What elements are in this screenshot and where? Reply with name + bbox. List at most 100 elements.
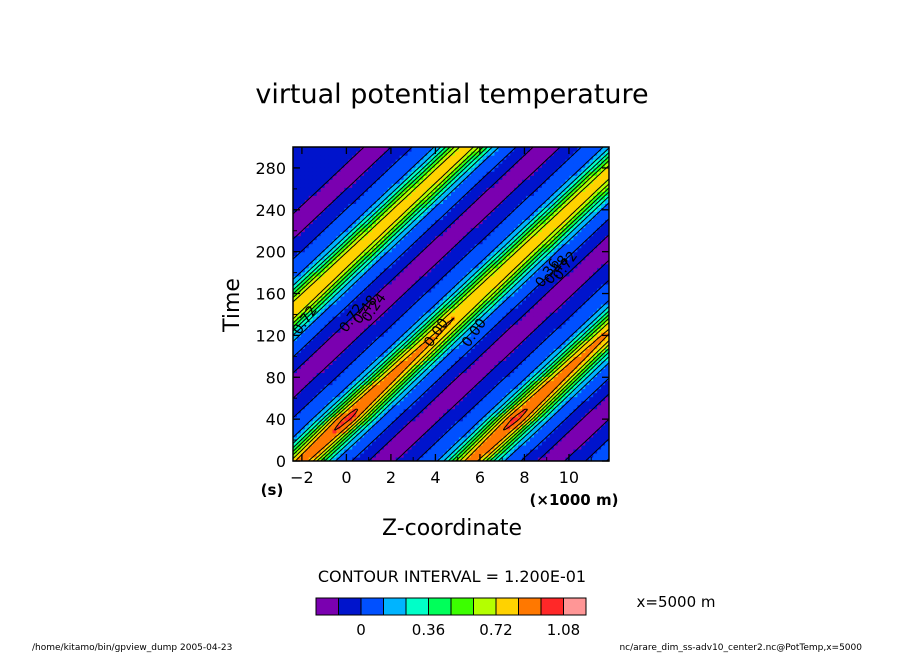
contour-cell: [328, 239, 334, 245]
contour-cell: [332, 384, 338, 390]
contour-cell: [526, 392, 531, 398]
contour-cell: [379, 440, 385, 446]
contour-cell: [466, 376, 472, 382]
contour-cell: [486, 239, 492, 245]
contour-cell: [431, 412, 436, 418]
contour-cell: [372, 420, 377, 426]
contour-cell: [435, 364, 440, 370]
contour-cell: [533, 328, 539, 333]
contour-cell: [340, 448, 345, 454]
contour-cell: [300, 376, 306, 382]
contour-cell: [293, 235, 298, 241]
contour-cell: [308, 231, 314, 237]
contour-cell: [316, 251, 322, 257]
contour-cell: [462, 348, 468, 353]
contour-cell: [395, 424, 401, 430]
contour-cell: [348, 392, 353, 398]
contour-cell: [368, 324, 373, 329]
contour-cell: [364, 448, 369, 454]
contour-cell: [470, 267, 476, 273]
contour-cell: [296, 356, 302, 361]
contour-cell: [435, 396, 440, 402]
contour-cell: [419, 340, 424, 345]
contour-cell: [415, 251, 420, 257]
contour-cell: [498, 215, 503, 221]
contour-cell: [360, 299, 365, 305]
contour-cell: [403, 247, 409, 253]
contour-cell: [522, 175, 527, 180]
contour-cell: [391, 151, 397, 156]
contour-cell: [439, 400, 444, 406]
contour-cell: [308, 408, 314, 414]
contour-cell: [439, 380, 444, 386]
contour-cell: [537, 271, 543, 277]
contour-cell: [474, 271, 480, 277]
contour-cell: [300, 243, 306, 249]
contour-cell: [470, 283, 476, 289]
contour-cell: [356, 235, 361, 241]
contour-cell: [324, 308, 330, 313]
contour-cell: [300, 416, 306, 422]
contour-cell: [340, 227, 345, 233]
contour-cell: [533, 396, 539, 402]
contour-cell: [427, 163, 432, 168]
contour-cell: [502, 183, 507, 188]
contour-cell: [447, 328, 452, 333]
contour-cell: [316, 207, 322, 213]
contour-cell: [490, 191, 496, 196]
contour-cell: [375, 440, 381, 446]
contour-cell: [443, 420, 448, 426]
contour-cell: [415, 424, 420, 430]
contour-cell: [308, 187, 314, 192]
contour-cell: [332, 444, 338, 450]
contour-cell: [328, 388, 334, 394]
contour-cell: [522, 199, 527, 204]
contour-cell: [403, 376, 409, 382]
contour-cell: [494, 159, 499, 164]
contour-cell: [372, 312, 377, 317]
contour-cell: [506, 392, 511, 398]
contour-cell: [466, 235, 472, 241]
contour-cell: [427, 283, 432, 289]
contour-cell: [360, 247, 365, 253]
contour-cell: [541, 444, 547, 450]
contour-cell: [431, 175, 436, 180]
contour-cell: [478, 271, 484, 277]
contour-cell: [439, 287, 444, 293]
contour-cell: [494, 420, 499, 426]
contour-cell: [458, 259, 464, 265]
contour-cell: [470, 324, 476, 329]
contour-cell: [293, 364, 298, 370]
contour-cell: [486, 436, 492, 442]
contour-cell: [482, 304, 488, 309]
contour-cell: [530, 255, 535, 261]
contour-cell: [447, 420, 452, 426]
contour-cell: [498, 400, 503, 406]
contour-cell: [462, 416, 468, 422]
contour-cell: [336, 223, 341, 229]
contour-cell: [379, 436, 385, 442]
contour-cell: [466, 312, 472, 317]
contour-cell: [443, 255, 448, 261]
contour-cell: [482, 428, 488, 434]
contour-cell: [352, 344, 357, 349]
contour-cell: [506, 304, 511, 309]
contour-cell: [300, 211, 306, 217]
contour-cell: [383, 247, 389, 253]
contour-cell: [372, 444, 377, 450]
contour-cell: [443, 183, 448, 188]
contour-cell: [514, 255, 519, 261]
contour-cell: [328, 420, 334, 426]
contour-cell: [427, 183, 432, 188]
contour-cell: [470, 348, 476, 353]
contour-cell: [293, 263, 298, 269]
contour-cell: [522, 207, 527, 213]
contour-cell: [352, 432, 357, 438]
contour-cell: [399, 183, 405, 188]
contour-cell: [395, 316, 401, 321]
contour-cell: [494, 175, 499, 180]
contour-cell: [300, 308, 306, 313]
contour-cell: [506, 215, 511, 221]
contour-cell: [439, 316, 444, 321]
contour-cell: [526, 324, 531, 329]
